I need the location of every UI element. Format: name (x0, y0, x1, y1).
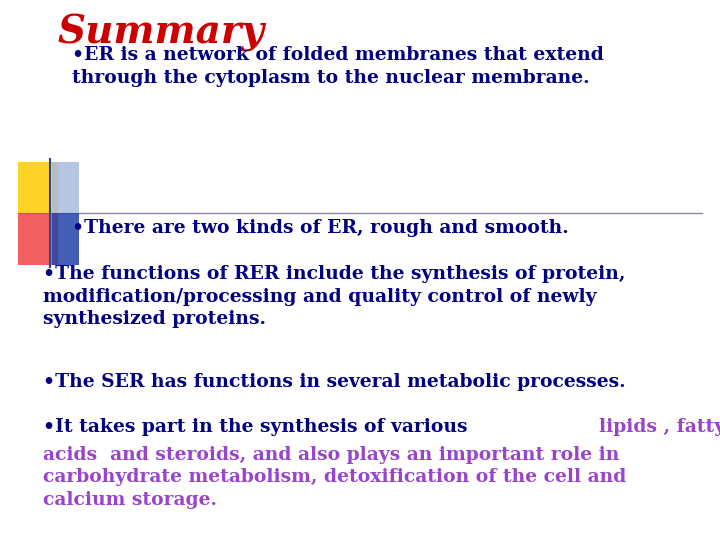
FancyBboxPatch shape (18, 213, 58, 265)
FancyBboxPatch shape (18, 162, 58, 213)
Text: lipids , fatty: lipids , fatty (599, 418, 720, 436)
Text: •There are two kinds of ER, rough and smooth.: •There are two kinds of ER, rough and sm… (72, 219, 569, 237)
FancyBboxPatch shape (52, 213, 79, 265)
Text: •ER is a network of folded membranes that extend
through the cytoplasm to the nu: •ER is a network of folded membranes tha… (72, 46, 604, 87)
Text: acids  and steroids, and also plays an important role in
carbohydrate metabolism: acids and steroids, and also plays an im… (43, 446, 626, 509)
Text: •It takes part in the synthesis of various: •It takes part in the synthesis of vario… (43, 418, 474, 436)
Text: Summary: Summary (58, 14, 265, 51)
FancyBboxPatch shape (52, 162, 79, 213)
Text: •The functions of RER include the synthesis of protein,
modification/processing : •The functions of RER include the synthe… (43, 265, 626, 328)
Text: •The SER has functions in several metabolic processes.: •The SER has functions in several metabo… (43, 373, 626, 390)
